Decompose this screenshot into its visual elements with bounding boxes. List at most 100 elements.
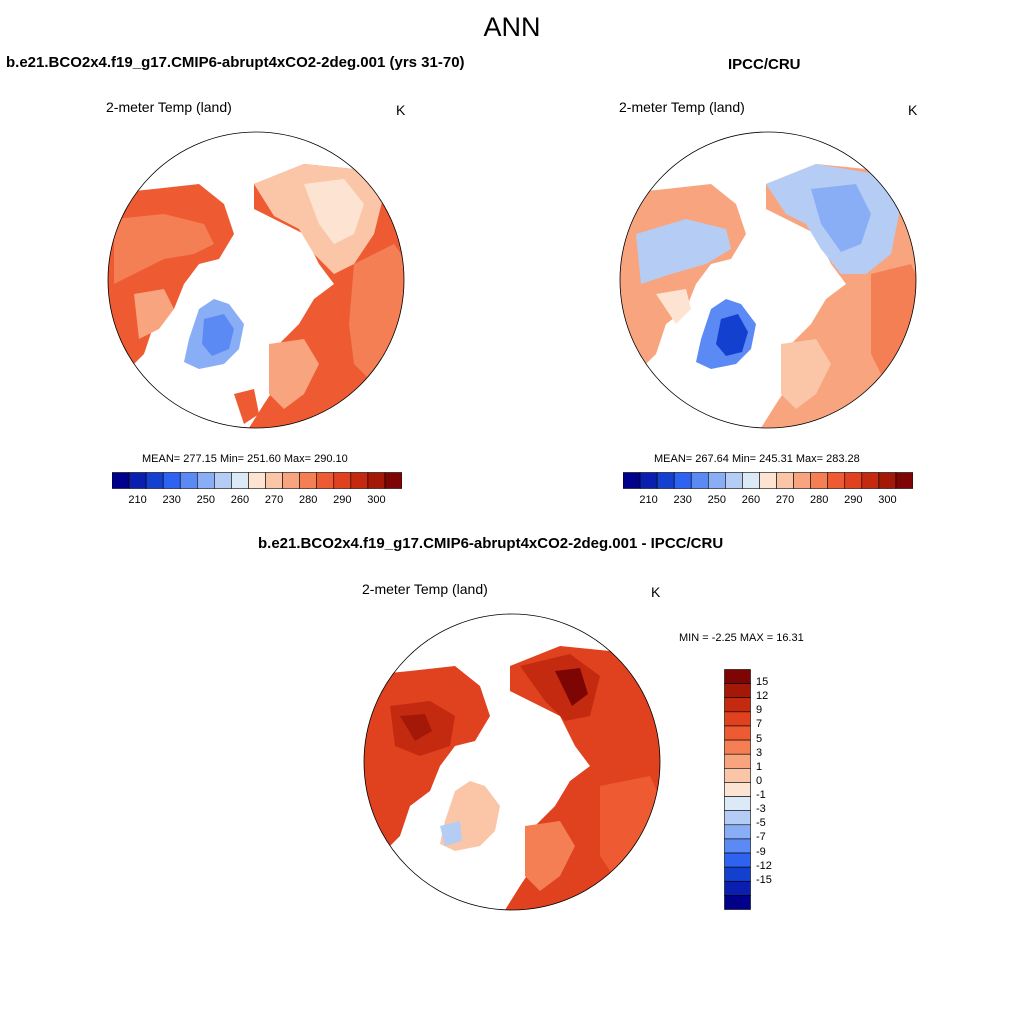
colorbar-swatch — [690, 472, 709, 489]
colorbar-tick-label: -1 — [756, 789, 766, 802]
colorbar-swatch — [724, 753, 751, 769]
panel-1-colorbar-ticks: 210 230 250 260 270 280 290 300 — [112, 494, 402, 508]
colorbar-tick-label: 15 — [756, 676, 769, 689]
colorbar-tick-label: 0 — [756, 774, 763, 787]
panel-1-stats: MEAN= 277.15 Min= 251.60 Max= 290.10 — [142, 453, 348, 465]
colorbar-swatch — [827, 472, 846, 489]
colorbar-swatch — [299, 472, 318, 489]
panel-3-stats: MIN = -2.25 MAX = 16.31 — [679, 632, 804, 644]
colorbar-swatch — [214, 472, 232, 489]
colorbar-swatch — [196, 472, 215, 489]
colorbar-tick-label: -9 — [756, 845, 766, 858]
colorbar-tick-label: 230 — [162, 494, 181, 506]
colorbar-tick-label: 260 — [741, 494, 761, 506]
colorbar-tick-label: 270 — [264, 494, 284, 506]
colorbar-swatch — [724, 697, 751, 713]
colorbar-tick-label: 300 — [878, 494, 897, 506]
panel-2-variable-label: 2-meter Temp (land) — [619, 99, 745, 115]
colorbar-swatch — [265, 472, 283, 489]
colorbar-swatch — [162, 472, 181, 489]
panel-2-units: K — [908, 102, 918, 118]
colorbar-swatch — [112, 472, 130, 489]
panel-1-variable-label: 2-meter Temp (land) — [106, 99, 232, 115]
colorbar-tick-label: 290 — [844, 494, 863, 506]
colorbar-swatch — [384, 472, 402, 489]
colorbar-swatch — [725, 472, 743, 489]
colorbar-tick-label: 280 — [298, 494, 318, 506]
panel-1-title: b.e21.BCO2x4.f19_g17.CMIP6-abrupt4xCO2-2… — [6, 54, 465, 71]
colorbar-swatch — [810, 472, 829, 489]
colorbar-tick-label: 250 — [196, 494, 215, 506]
colorbar-swatch — [724, 824, 751, 840]
colorbar-swatch — [639, 472, 658, 489]
colorbar-tick-label: 7 — [756, 718, 763, 731]
panel-2-polar-map — [619, 131, 917, 429]
colorbar-swatch — [724, 838, 751, 854]
colorbar-tick-label: 230 — [673, 494, 692, 506]
colorbar-swatch — [707, 472, 726, 489]
colorbar-swatch — [350, 472, 369, 489]
colorbar-tick-label: 210 — [639, 494, 658, 506]
colorbar-swatch — [724, 768, 751, 783]
panel-2-title: IPCC/CRU — [728, 56, 801, 73]
colorbar-swatch — [367, 472, 386, 489]
colorbar-swatch — [724, 880, 751, 896]
figure-title: ANN — [483, 12, 541, 42]
colorbar-swatch — [844, 472, 863, 489]
panel-3-units: K — [651, 584, 661, 600]
colorbar-tick-label: 210 — [128, 494, 147, 506]
panel-3-polar-map — [363, 613, 661, 911]
colorbar-swatch — [656, 472, 675, 489]
colorbar-swatch — [333, 472, 352, 489]
panel-2-colorbar — [623, 472, 913, 489]
colorbar-swatch — [742, 472, 760, 489]
panel-3-title: b.e21.BCO2x4.f19_g17.CMIP6-abrupt4xCO2-2… — [258, 535, 724, 552]
panel-3-colorbar-ticks: 15 12 9 7 5 3 1 0 -1 -3 -5 -7 -9 -12 -15 — [756, 669, 796, 911]
colorbar-swatch — [724, 852, 751, 868]
colorbar-tick-label: -5 — [756, 817, 766, 830]
colorbar-tick-label: 5 — [756, 732, 763, 745]
colorbar-swatch — [724, 725, 751, 741]
colorbar-tick-label: 270 — [775, 494, 795, 506]
colorbar-tick-label: 12 — [756, 690, 769, 703]
colorbar-tick-label: 9 — [756, 704, 763, 717]
panel-1-polar-map — [107, 131, 405, 429]
colorbar-swatch — [623, 472, 641, 489]
colorbar-swatch — [724, 683, 751, 699]
colorbar-swatch — [145, 472, 164, 489]
colorbar-tick-label: 300 — [367, 494, 386, 506]
panel-2-stats: MEAN= 267.64 Min= 245.31 Max= 283.28 — [654, 453, 860, 465]
panel-3-colorbar — [724, 669, 751, 910]
colorbar-swatch — [282, 472, 300, 489]
colorbar-swatch — [724, 796, 751, 811]
panel-2-colorbar-ticks: 210 230 250 260 270 280 290 300 — [623, 494, 913, 508]
colorbar-tick-label: 280 — [809, 494, 829, 506]
colorbar-tick-label: -3 — [756, 803, 766, 816]
colorbar-swatch — [724, 810, 751, 826]
colorbar-swatch — [724, 782, 751, 797]
colorbar-swatch — [776, 472, 794, 489]
colorbar-swatch — [316, 472, 335, 489]
colorbar-swatch — [231, 472, 249, 489]
colorbar-tick-label: 260 — [230, 494, 250, 506]
panel-3-variable-label: 2-meter Temp (land) — [362, 581, 488, 597]
colorbar-swatch — [724, 866, 751, 882]
colorbar-swatch — [793, 472, 811, 489]
colorbar-swatch — [861, 472, 880, 489]
colorbar-swatch — [673, 472, 692, 489]
panel-1-colorbar — [112, 472, 402, 489]
colorbar-swatch — [128, 472, 147, 489]
colorbar-tick-label: 1 — [756, 760, 763, 773]
colorbar-swatch — [724, 711, 751, 727]
colorbar-tick-label: -12 — [756, 859, 772, 872]
colorbar-swatch — [179, 472, 198, 489]
colorbar-swatch — [724, 895, 751, 910]
colorbar-swatch — [878, 472, 897, 489]
colorbar-swatch — [895, 472, 913, 489]
colorbar-swatch — [248, 472, 266, 489]
colorbar-tick-label: 250 — [707, 494, 726, 506]
panel-1-units: K — [396, 102, 406, 118]
colorbar-tick-label: 290 — [333, 494, 352, 506]
colorbar-swatch — [724, 739, 751, 755]
colorbar-tick-label: -15 — [756, 873, 772, 886]
